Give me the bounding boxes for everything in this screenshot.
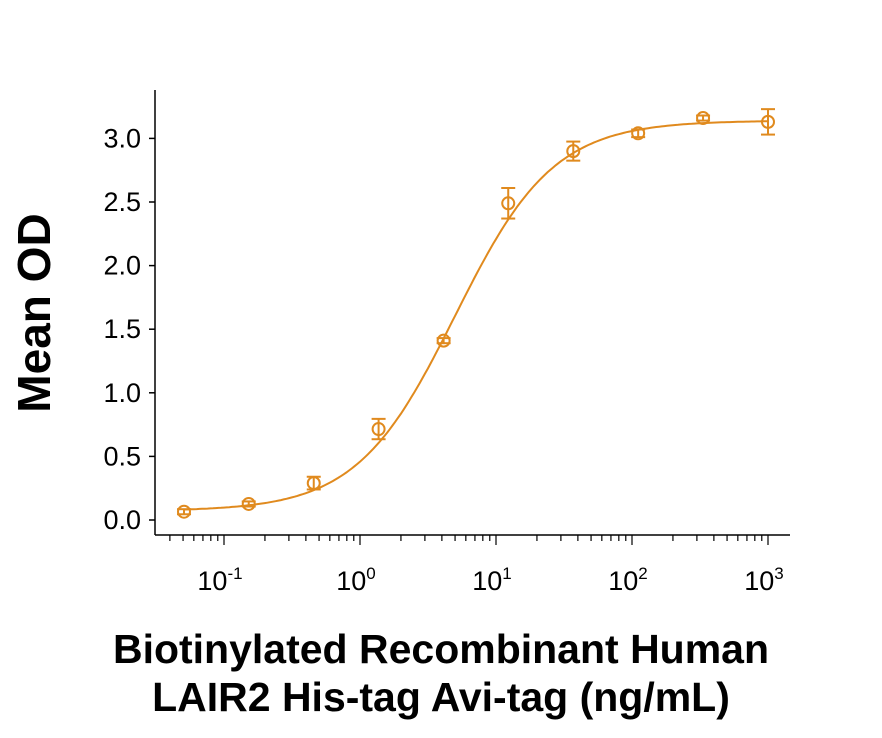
x-axis-label-line2: LAIR2 His-tag Avi-tag (ng/mL) xyxy=(152,674,730,720)
x-tick-label: 10-1 xyxy=(197,564,242,596)
data-points xyxy=(176,108,775,519)
y-tick-label: 3.0 xyxy=(103,123,141,153)
x-ticks: 10-1 100 101 102 103 xyxy=(169,535,784,596)
y-ticks: 0.0 0.5 1.0 1.5 2.0 2.5 3.0 xyxy=(103,123,155,535)
x-tick-label: 103 xyxy=(744,564,784,596)
data-point xyxy=(696,111,711,126)
x-tick-label: 102 xyxy=(608,564,648,596)
point-marker xyxy=(371,422,386,437)
y-axis-label: Mean OD xyxy=(8,213,60,412)
data-point xyxy=(241,496,256,511)
point-marker xyxy=(566,144,581,159)
point-marker xyxy=(631,126,646,141)
x-tick-label: 101 xyxy=(472,564,512,596)
data-point xyxy=(436,333,451,348)
fit-curve xyxy=(183,120,768,511)
point-marker xyxy=(241,496,256,511)
data-point xyxy=(176,504,191,519)
y-tick-label: 2.5 xyxy=(103,187,141,217)
y-tick-label: 0.0 xyxy=(103,505,141,535)
axes xyxy=(154,90,790,536)
data-point xyxy=(306,475,321,491)
data-point xyxy=(566,140,581,162)
data-point xyxy=(501,187,516,220)
point-marker xyxy=(696,111,711,126)
data-point xyxy=(631,126,646,141)
point-marker xyxy=(306,476,321,491)
data-point xyxy=(371,417,386,441)
x-tick-label: 100 xyxy=(336,564,376,596)
x-axis-label-line1: Biotinylated Recombinant Human xyxy=(112,626,770,672)
y-tick-label: 2.0 xyxy=(103,251,141,281)
point-marker xyxy=(761,114,775,129)
y-tick-label: 1.5 xyxy=(103,314,141,344)
y-tick-label: 0.5 xyxy=(103,441,141,471)
point-marker xyxy=(501,196,516,211)
point-marker xyxy=(176,504,191,519)
data-point xyxy=(761,108,775,136)
point-marker xyxy=(436,333,451,348)
y-tick-label: 1.0 xyxy=(103,378,141,408)
